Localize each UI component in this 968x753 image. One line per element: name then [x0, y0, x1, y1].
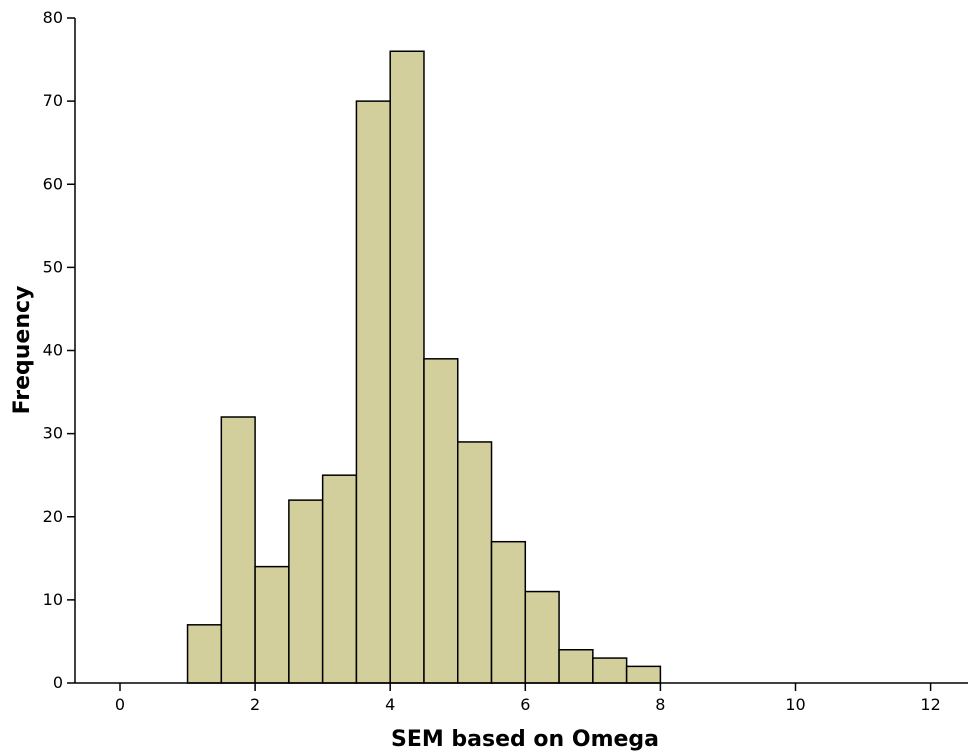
y-tick-label: 60 — [43, 174, 63, 193]
x-axis-ticks: 0 2 4 6 8 10 12 — [115, 683, 941, 714]
y-axis-ticks: 0 10 20 30 40 50 60 70 80 — [43, 8, 75, 692]
histogram-bar-2 — [254, 565, 290, 684]
histogram-bar-10 — [524, 590, 560, 684]
y-tick-label: 10 — [43, 590, 63, 609]
histogram-bar-4 — [321, 474, 358, 684]
x-tick-label: 12 — [920, 695, 940, 714]
histogram-bar-7 — [423, 358, 459, 684]
histogram-bar-12 — [592, 657, 628, 684]
x-tick-label: 0 — [115, 695, 125, 714]
y-axis-title: Frequency — [10, 286, 35, 415]
y-tick-label: 70 — [43, 91, 63, 110]
histogram-bar-8 — [457, 441, 493, 684]
histogram-bar-1 — [220, 416, 256, 684]
x-tick-label: 2 — [250, 695, 260, 714]
histogram-bar-5 — [355, 100, 391, 684]
y-tick-label: 20 — [43, 507, 63, 526]
x-axis-title: SEM based on Omega — [391, 727, 659, 752]
y-tick-label: 80 — [43, 8, 63, 27]
y-tick-label: 30 — [43, 424, 63, 443]
histogram-bar-3 — [288, 499, 324, 684]
x-tick-label: 8 — [655, 695, 665, 714]
histogram-bar-13 — [625, 665, 662, 684]
y-tick-label: 50 — [43, 257, 63, 276]
x-tick-label: 4 — [385, 695, 395, 714]
histogram-bar-6 — [389, 50, 425, 684]
histogram-bar-0 — [186, 624, 223, 684]
x-tick-label: 6 — [520, 695, 530, 714]
histogram-bar-11 — [558, 649, 594, 684]
y-tick-label: 0 — [53, 673, 63, 692]
y-tick-label: 40 — [43, 341, 63, 360]
x-tick-label: 10 — [785, 695, 805, 714]
histogram-bar-9 — [490, 540, 527, 684]
bars-group — [186, 50, 662, 684]
